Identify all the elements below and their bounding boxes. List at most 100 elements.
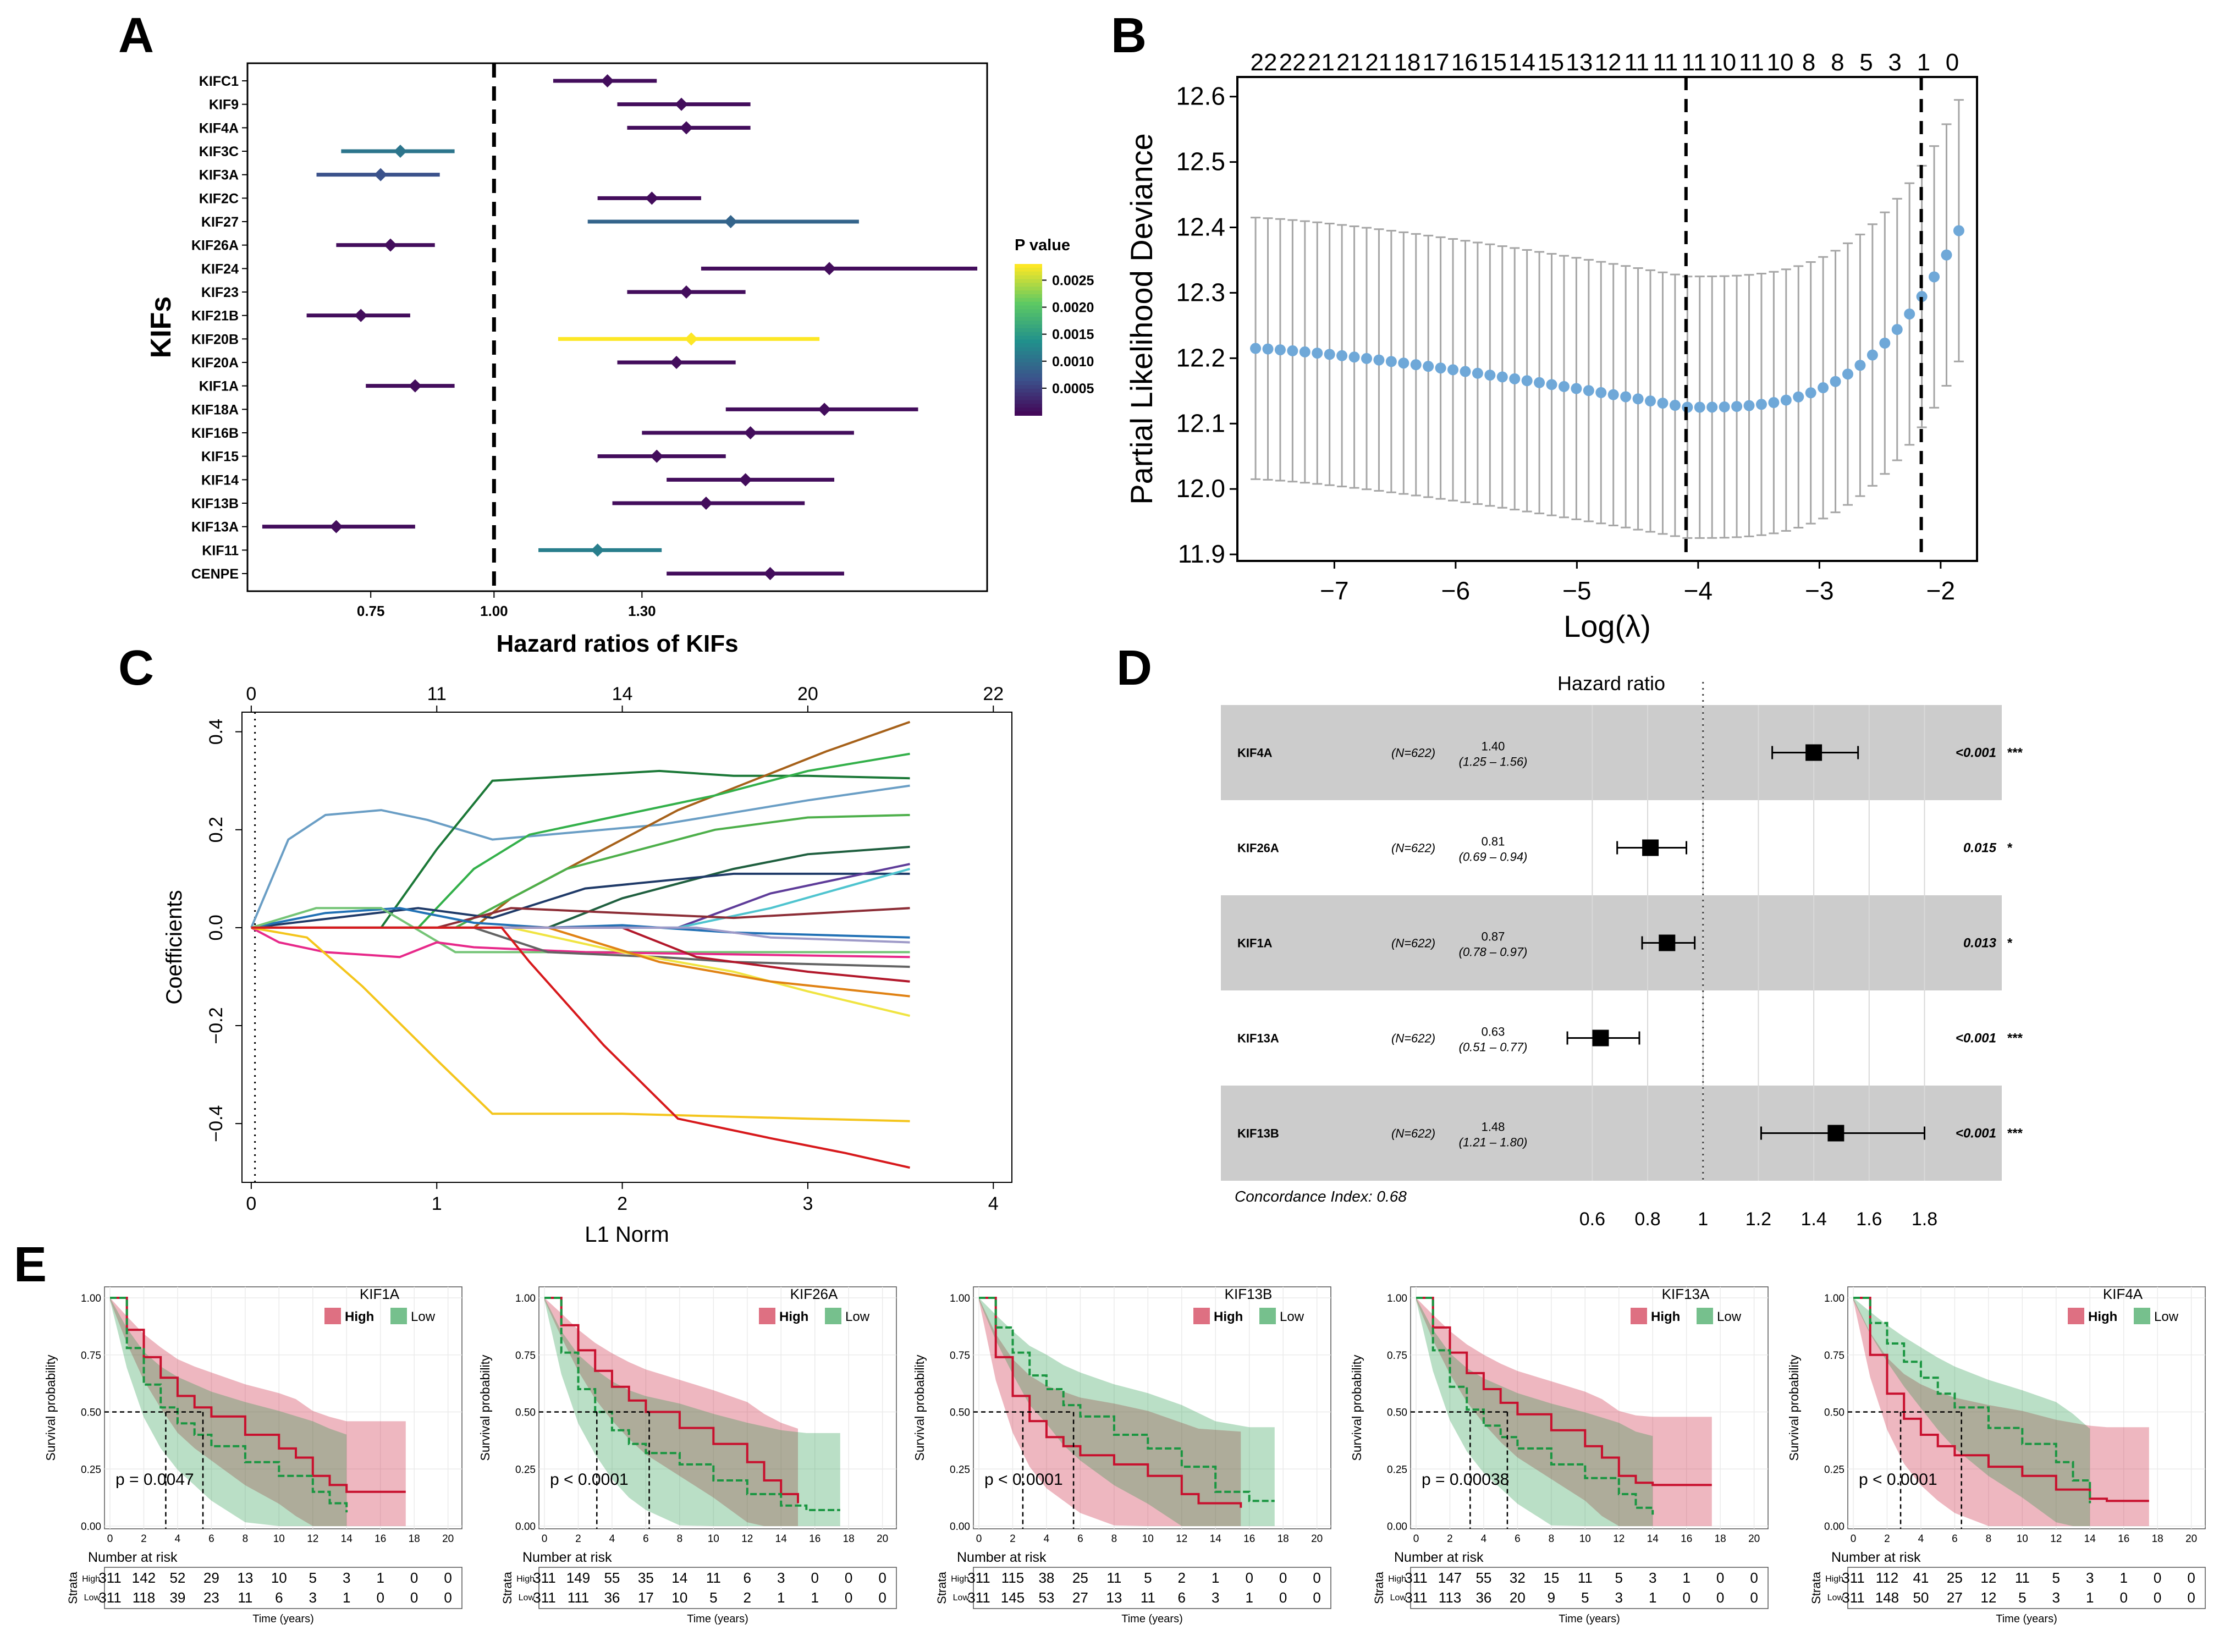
x-tick-label: 2 bbox=[1884, 1533, 1890, 1545]
row-n: (N=622) bbox=[1391, 841, 1435, 855]
cv-point bbox=[1842, 368, 1854, 380]
x-tick-label: 12 bbox=[2050, 1533, 2062, 1545]
legend-tick-label: 0.0015 bbox=[1052, 327, 1094, 343]
strata-label: Strata bbox=[1809, 1571, 1823, 1604]
x-axis-title: Time (years) bbox=[1121, 1613, 1182, 1625]
point-CENPE bbox=[763, 567, 777, 580]
coef-path-10 bbox=[251, 907, 910, 939]
legend-key-low bbox=[2134, 1308, 2150, 1324]
km-curve-high bbox=[979, 1297, 1242, 1508]
row-n: (N=622) bbox=[1391, 1127, 1435, 1141]
y-tick-label: 0.50 bbox=[515, 1407, 536, 1419]
plot-frame bbox=[538, 1286, 897, 1529]
risk-low-value: 13 bbox=[1106, 1589, 1122, 1606]
legend-high: High bbox=[345, 1309, 374, 1324]
survival-plot-KIF13B: p < 0.0001 KIF13B High Low 0.00 0.25 0.50 0.75 1… bbox=[912, 1286, 1331, 1625]
ci-band-high bbox=[1416, 1298, 1712, 1526]
panel-label-e: E bbox=[14, 1237, 47, 1292]
y-tick-label: 0.25 bbox=[81, 1464, 101, 1475]
row-hr: 0.63 bbox=[1482, 1025, 1505, 1039]
y-tick-label: 0.75 bbox=[1387, 1350, 1407, 1362]
y-axis-title: Survival probability bbox=[1350, 1354, 1364, 1461]
x-tick-label: 1.00 bbox=[480, 603, 508, 619]
legend-gradient-step bbox=[1015, 411, 1042, 416]
x-tick-label: 2 bbox=[141, 1533, 147, 1545]
legend-gradient-step bbox=[1015, 400, 1042, 405]
risk-low-value: 0 bbox=[444, 1589, 451, 1606]
y-tick-label-KIF27: KIF27 bbox=[201, 214, 239, 230]
legend-low: Low bbox=[411, 1309, 436, 1324]
row-n: (N=622) bbox=[1391, 1032, 1435, 1045]
risk-low-value: 17 bbox=[638, 1589, 654, 1606]
legend-title: P value bbox=[1015, 236, 1070, 254]
y-axis-title: Coefficients bbox=[162, 890, 186, 1004]
risk-low-value: 3 bbox=[2052, 1589, 2060, 1606]
risk-high-value: 5 bbox=[1615, 1570, 1623, 1586]
x-tick-label: 20 bbox=[877, 1533, 888, 1545]
risk-high-value: 3 bbox=[1649, 1570, 1656, 1586]
risk-high-value: 3 bbox=[2086, 1570, 2094, 1586]
x-tick-label: 10 bbox=[1142, 1533, 1154, 1545]
top-axis-label: 5 bbox=[1859, 49, 1873, 76]
coef-path-8 bbox=[251, 868, 911, 929]
point-KIF20B bbox=[685, 332, 698, 346]
x-tick-label: 0 bbox=[1851, 1533, 1857, 1545]
x-tick-label: 6 bbox=[1952, 1533, 1958, 1545]
km-curve-high bbox=[544, 1297, 799, 1504]
point-KIF21B bbox=[354, 309, 368, 322]
risk-table-title: Number at risk bbox=[1394, 1550, 1484, 1565]
row-p: <0.001 bbox=[1956, 746, 1996, 761]
legend-gradient-step bbox=[1015, 267, 1042, 272]
y-tick-label: 12.2 bbox=[1176, 343, 1225, 372]
cv-point bbox=[1361, 353, 1372, 364]
risk-low-value: 10 bbox=[671, 1589, 687, 1606]
y-tick-label: 0.75 bbox=[81, 1350, 101, 1362]
cv-point bbox=[1274, 344, 1286, 356]
risk-row-low-label: Low bbox=[1827, 1593, 1844, 1603]
y-tick-label: 1.00 bbox=[1387, 1293, 1407, 1304]
row-p: 0.015 bbox=[1963, 841, 1997, 856]
y-tick-label-KIF23: KIF23 bbox=[201, 285, 239, 300]
top-axis-label: 1 bbox=[1917, 49, 1930, 76]
x-tick-label: 0 bbox=[1413, 1533, 1419, 1545]
y-tick-label: 0.25 bbox=[1387, 1464, 1407, 1475]
y-tick-label-KIF2C: KIF2C bbox=[199, 191, 239, 206]
risk-high-value: 0 bbox=[845, 1570, 852, 1586]
km-curve-high bbox=[110, 1297, 406, 1493]
x-tick-label: 20 bbox=[1311, 1533, 1323, 1545]
risk-high-value: 0 bbox=[1750, 1570, 1758, 1586]
x-tick-label: 16 bbox=[375, 1533, 386, 1545]
ci-band-high bbox=[110, 1298, 406, 1526]
cv-point bbox=[1904, 308, 1915, 320]
risk-low-value: 0 bbox=[1750, 1589, 1758, 1606]
legend-gene: KIF4A bbox=[2103, 1286, 2143, 1302]
risk-table-title: Number at risk bbox=[88, 1550, 178, 1565]
cv-point bbox=[1891, 324, 1903, 335]
legend-gradient-step bbox=[1015, 283, 1042, 288]
risk-low-value: 113 bbox=[1439, 1589, 1461, 1606]
y-tick-label-KIF4A: KIF4A bbox=[199, 120, 239, 136]
legend-gradient-step bbox=[1015, 317, 1042, 322]
plot-frame bbox=[973, 1286, 1331, 1529]
x-tick-label: 14 bbox=[2084, 1533, 2096, 1545]
y-tick-label: 12.6 bbox=[1176, 82, 1225, 111]
cv-point bbox=[1521, 375, 1533, 387]
risk-high-value: 15 bbox=[1543, 1570, 1559, 1586]
risk-high-value: 25 bbox=[1947, 1570, 1963, 1586]
risk-high-value: 2 bbox=[1178, 1570, 1186, 1586]
x-tick-label: 4 bbox=[1044, 1533, 1050, 1545]
legend-gradient-step bbox=[1015, 305, 1042, 310]
cv-point bbox=[1669, 400, 1681, 411]
y-tick-label-KIF21B: KIF21B bbox=[191, 309, 239, 324]
risk-row-high-label: High bbox=[951, 1574, 969, 1584]
legend-gradient-step bbox=[1015, 351, 1042, 355]
x-tick-label: 1.8 bbox=[1912, 1209, 1937, 1230]
cv-point bbox=[1953, 225, 1964, 236]
legend-gradient-step bbox=[1015, 408, 1042, 412]
x-tick-label: 0.8 bbox=[1634, 1209, 1660, 1230]
legend-key-high bbox=[1631, 1308, 1647, 1324]
top-axis-label: 13 bbox=[1566, 49, 1593, 76]
risk-row-low-label: Low bbox=[84, 1593, 101, 1603]
cv-point bbox=[1929, 271, 1940, 283]
point-KIFC1 bbox=[601, 74, 614, 87]
